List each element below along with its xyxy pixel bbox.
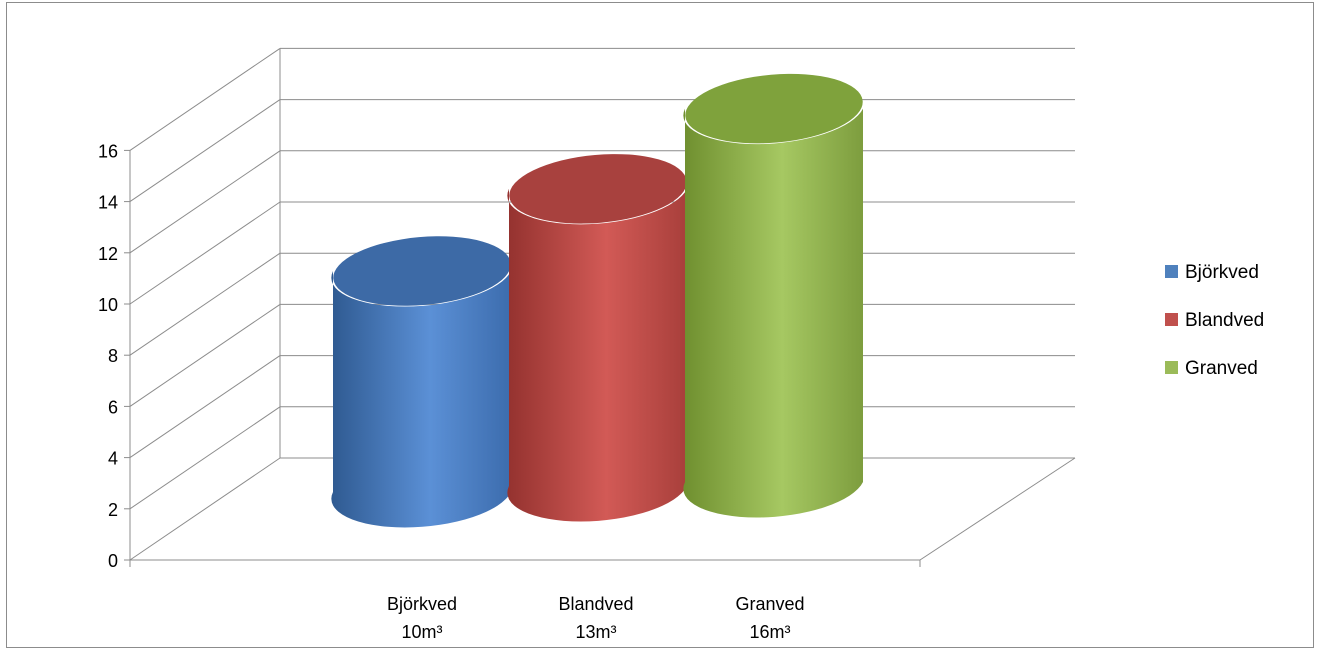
gridline-side — [129, 201, 281, 305]
x-category-volume: 13m³ — [575, 622, 616, 642]
chart-frame — [6, 2, 1314, 648]
legend-label: Blandved — [1185, 310, 1264, 331]
y-tick-label: 0 — [108, 551, 118, 571]
bar-top — [509, 154, 687, 224]
gridline-side — [129, 47, 281, 151]
x-category-label: Granved — [735, 594, 804, 614]
gridline-side — [129, 457, 281, 561]
gridline-side — [129, 252, 281, 356]
y-tick-label: 2 — [108, 500, 118, 520]
bar-top — [333, 236, 511, 306]
legend: Björkved Blandved Granved — [1165, 262, 1264, 379]
y-tick-label: 6 — [108, 397, 118, 417]
y-tick-label: 8 — [108, 346, 118, 366]
floor-right-edge — [919, 457, 1076, 561]
bar-body — [331, 271, 511, 528]
bar-top — [685, 73, 863, 144]
bar-body — [507, 188, 687, 522]
x-category-label: Björkved — [387, 594, 457, 614]
x-category-label: Blandved — [558, 594, 633, 614]
gridline-side — [129, 303, 281, 407]
x-category-volume: 10m³ — [401, 622, 442, 642]
gridline-side — [129, 355, 281, 459]
legend-label: Granved — [1185, 358, 1258, 379]
y-tick-label: 4 — [108, 449, 118, 469]
axes — [124, 149, 1076, 567]
y-tick-label: 16 — [98, 141, 118, 161]
bar-body — [683, 108, 863, 518]
y-tick-label: 14 — [98, 193, 118, 213]
gridline-side — [129, 406, 281, 510]
bar-blandved — [507, 154, 687, 522]
category-labels: Björkved 10m³ Blandved 13m³ Granved 16m³ — [387, 594, 805, 642]
y-tick-label: 10 — [98, 295, 118, 315]
legend-swatch — [1165, 361, 1178, 374]
gridline-side — [129, 150, 281, 254]
y-tick-labels: 0 2 4 6 8 10 12 14 16 — [98, 141, 118, 571]
bars — [331, 73, 863, 528]
bar-granved — [683, 73, 863, 518]
x-category-volume: 16m³ — [749, 622, 790, 642]
gridline-side — [129, 99, 281, 203]
bar-björkved — [331, 236, 511, 528]
y-tick-label: 12 — [98, 244, 118, 264]
legend-swatch — [1165, 265, 1178, 278]
legend-swatch — [1165, 313, 1178, 326]
legend-label: Björkved — [1185, 262, 1259, 283]
